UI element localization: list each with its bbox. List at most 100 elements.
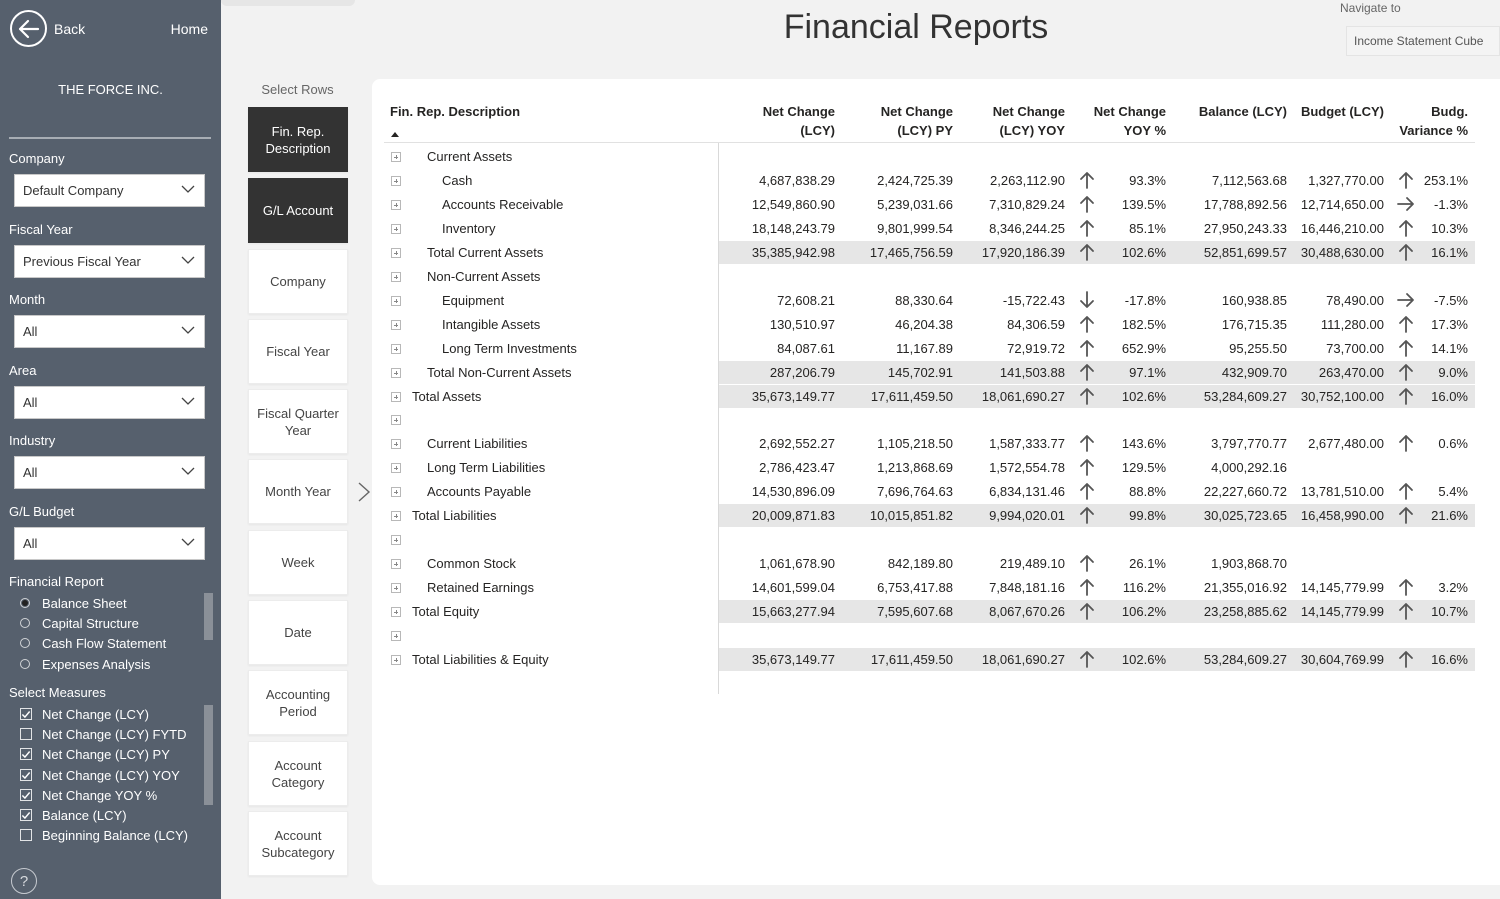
measure-label: Balance (LCY): [42, 807, 127, 823]
expand-plus-icon[interactable]: [391, 583, 401, 594]
expand-plus-icon[interactable]: [391, 175, 401, 186]
arrow-right-icon: [1397, 196, 1414, 211]
matrix-row: [384, 624, 1475, 648]
month-dropdown[interactable]: All: [14, 315, 205, 348]
report-option-expenses[interactable]: Expenses Analysis: [20, 655, 150, 673]
arrow-down-icon: [1080, 290, 1094, 308]
measure-net-change-py[interactable]: Net Change (LCY) PY: [20, 745, 170, 763]
expand-plus-icon[interactable]: [391, 295, 401, 306]
row-button-fiscal-year[interactable]: Fiscal Year: [248, 319, 348, 384]
expand-plus-icon[interactable]: [391, 511, 401, 522]
col-header-description[interactable]: Fin. Rep. Description: [390, 104, 521, 119]
expand-plus-icon[interactable]: [391, 631, 401, 641]
expand-plus-icon[interactable]: [391, 319, 401, 330]
expand-plus-icon[interactable]: [391, 367, 401, 378]
back-button[interactable]: Back: [10, 10, 85, 47]
cell-yoy: 1,587,333.77: [989, 436, 1065, 452]
measure-net-change-yoy[interactable]: Net Change (LCY) YOY: [20, 766, 180, 784]
measure-net-change-fytd[interactable]: Net Change (LCY) FYTD: [20, 725, 187, 743]
checkbox-icon: [20, 708, 32, 720]
row-description: Cash: [442, 172, 473, 188]
row-description: Total Liabilities: [412, 508, 497, 524]
cell-bal: 3,797,770.77: [1211, 436, 1287, 452]
measure-list-scrollbar[interactable]: [204, 705, 213, 805]
row-button-fiscal-quarter-year[interactable]: Fiscal Quarter Year: [248, 389, 348, 454]
help-icon[interactable]: ?: [11, 868, 37, 894]
matrix-total-row: Total Liabilities & Equity 35,673,149.77 1…: [384, 647, 1475, 672]
measure-net-change[interactable]: Net Change (LCY): [20, 705, 149, 723]
company-dropdown[interactable]: Default Company: [14, 174, 205, 207]
row-button-fin-rep-description[interactable]: Fin. Rep. Description: [248, 107, 348, 172]
navigate-dropdown[interactable]: Income Statement Cube: [1346, 26, 1500, 56]
expand-plus-icon[interactable]: [391, 199, 401, 210]
expand-plus-icon[interactable]: [391, 271, 401, 282]
industry-dropdown-value: All: [23, 465, 38, 480]
report-option-cash-flow[interactable]: Cash Flow Statement: [20, 634, 166, 652]
cell-yoy: 18,061,690.27: [981, 651, 1065, 667]
expand-plus-icon[interactable]: [391, 487, 401, 498]
report-option-capital-structure[interactable]: Capital Structure: [20, 614, 139, 632]
cell-py: 145,702.91: [887, 364, 953, 380]
expand-plus-icon[interactable]: [391, 391, 401, 402]
expand-plus-icon[interactable]: [391, 654, 401, 665]
industry-dropdown[interactable]: All: [14, 456, 205, 489]
col-header-net-change-py[interactable]: Net Change (LCY) PY: [880, 104, 953, 138]
expand-plus-icon[interactable]: [391, 152, 401, 162]
matrix-row: Current Assets: [384, 145, 1475, 169]
report-option-label: Cash Flow Statement: [42, 635, 167, 651]
expand-plus-icon[interactable]: [391, 343, 401, 354]
col-header-balance[interactable]: Balance (LCY): [1198, 104, 1287, 119]
col-header-budget[interactable]: Budget (LCY): [1300, 104, 1384, 119]
col-header-budget-variance[interactable]: Budg. Variance %: [1399, 104, 1468, 138]
measure-net-change-yoy-pct[interactable]: Net Change YOY %: [20, 786, 157, 804]
area-dropdown[interactable]: All: [14, 386, 205, 419]
col-header-net-change[interactable]: Net Change (LCY): [762, 104, 835, 138]
fiscal-year-dropdown[interactable]: Previous Fiscal Year: [14, 245, 205, 278]
expand-plus-icon[interactable]: [391, 559, 401, 570]
expand-plus-icon[interactable]: [391, 535, 401, 546]
fiscal-year-dropdown-value: Previous Fiscal Year: [23, 254, 141, 269]
expand-plus-icon[interactable]: [391, 223, 401, 234]
row-description: Accounts Payable: [427, 484, 532, 500]
measure-beginning-balance[interactable]: Beginning Balance (LCY): [20, 826, 188, 844]
measure-balance[interactable]: Balance (LCY): [20, 806, 127, 824]
row-button-account-category[interactable]: Account Category: [248, 741, 348, 806]
cell-bal: 23,258,885.62: [1203, 604, 1287, 620]
chevron-down-icon: [181, 185, 195, 193]
row-button-month-year[interactable]: Month Year: [248, 459, 348, 524]
cell-var: 17.3%: [1431, 316, 1468, 332]
cell-yoy: 7,848,181.16: [989, 580, 1065, 596]
row-button-account-subcategory[interactable]: Account Subcategory: [248, 811, 348, 876]
expand-plus-icon[interactable]: [391, 439, 401, 450]
cell-py: 2,424,725.39: [877, 172, 953, 188]
row-button-gl-account[interactable]: G/L Account: [248, 178, 348, 243]
row-button-accounting-period[interactable]: Accounting Period: [248, 670, 348, 735]
expand-plus-icon[interactable]: [391, 607, 401, 618]
matrix-row: Long Term Investments 84,087.61 11,167.89 7…: [384, 337, 1475, 361]
report-option-balance-sheet[interactable]: Balance Sheet: [20, 594, 127, 612]
row-description: Total Liabilities & Equity: [412, 651, 549, 667]
col-header-net-change-yoy[interactable]: Net Change (LCY) YOY: [992, 104, 1065, 138]
home-button[interactable]: Home: [170, 21, 208, 37]
checkbox-icon: [20, 769, 32, 781]
chevron-right-icon[interactable]: [356, 481, 372, 503]
cell-yoy: 141,503.88: [999, 364, 1065, 380]
arrow-up-icon: [1080, 339, 1094, 357]
sort-ascending-icon[interactable]: [390, 130, 400, 138]
matrix-row: Retained Earnings 14,601,599.04 6,753,417.…: [384, 576, 1475, 600]
cell-nc: 14,601,599.04: [751, 580, 835, 596]
cell-yoy-pct: 93.3%: [1129, 172, 1166, 188]
row-button-date[interactable]: Date: [248, 600, 348, 665]
row-button-company[interactable]: Company: [248, 249, 348, 314]
expand-plus-icon[interactable]: [391, 463, 401, 474]
row-values-band: [719, 624, 1475, 647]
gl-budget-dropdown[interactable]: All: [14, 527, 205, 560]
matrix-row: Common Stock 1,061,678.90 842,189.80 219,48…: [384, 552, 1475, 576]
report-list-scrollbar[interactable]: [204, 593, 213, 640]
col-header-yoy-pct[interactable]: Net Change YOY %: [1093, 104, 1166, 138]
cell-bud: 73,700.00: [1326, 340, 1384, 356]
row-button-week[interactable]: Week: [248, 530, 348, 595]
row-values-band: [719, 647, 1475, 671]
expand-plus-icon[interactable]: [391, 247, 401, 258]
expand-plus-icon[interactable]: [391, 415, 401, 426]
